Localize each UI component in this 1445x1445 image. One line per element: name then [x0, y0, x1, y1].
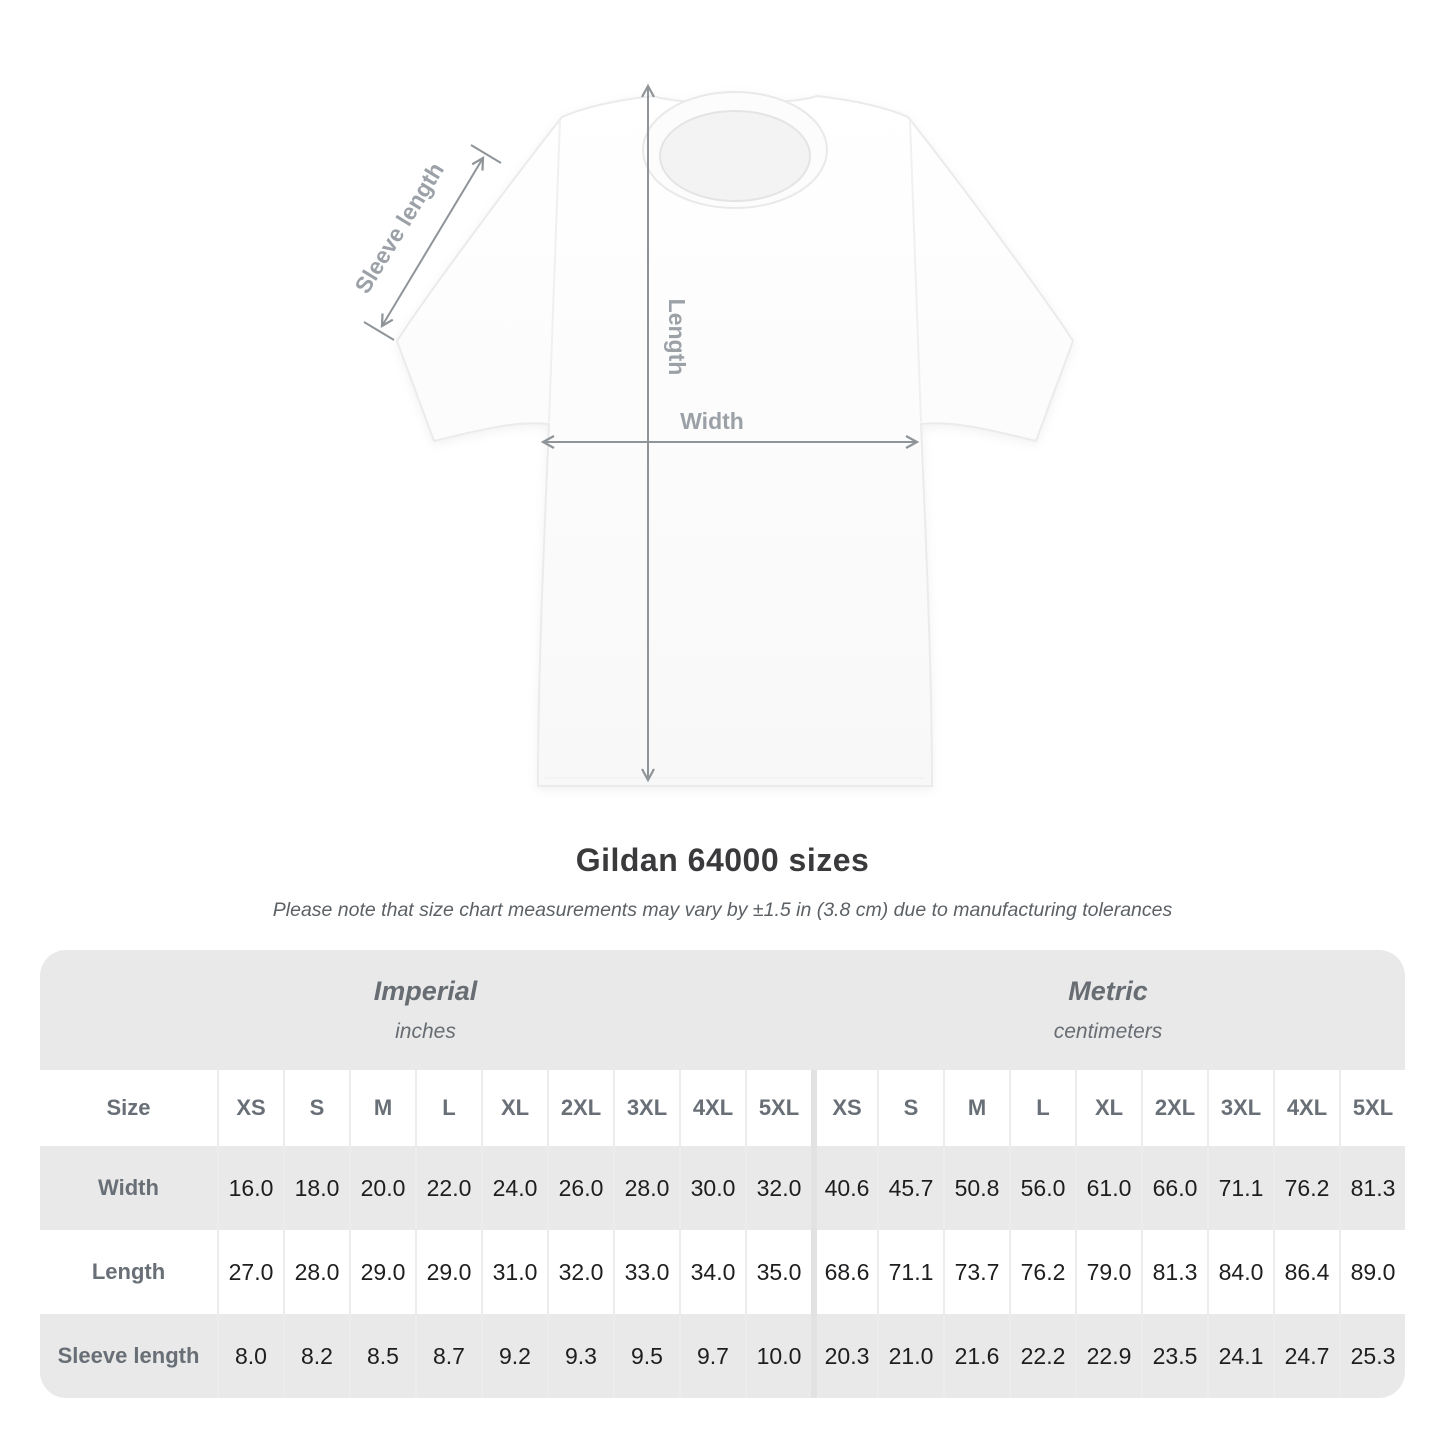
table-row-sleeve-length: Sleeve length 8.0 8.2 8.5 8.7 9.2 9.3 9.… [40, 1314, 1405, 1398]
value-cell: 18.0 [283, 1146, 349, 1230]
value-cell: 81.3 [1141, 1230, 1207, 1314]
size-cell: M [943, 1070, 1009, 1146]
value-cell: 8.2 [283, 1314, 349, 1398]
size-cell: XL [1075, 1070, 1141, 1146]
size-cell: L [1009, 1070, 1075, 1146]
imperial-title: Imperial [373, 976, 478, 1006]
value-cell: 29.0 [415, 1230, 481, 1314]
value-cell: 23.5 [1141, 1314, 1207, 1398]
value-cell: 86.4 [1273, 1230, 1339, 1314]
value-cell: 30.0 [679, 1146, 745, 1230]
value-cell: 32.0 [745, 1146, 811, 1230]
value-cell: 28.0 [613, 1146, 679, 1230]
width-label: Width [680, 408, 744, 434]
size-cell: 2XL [1141, 1070, 1207, 1146]
value-cell: 24.0 [481, 1146, 547, 1230]
size-header-label: Size [106, 1095, 151, 1120]
value-cell: 81.3 [1339, 1146, 1405, 1230]
unit-header-band: Imperial inches Metric centimeters [40, 950, 1405, 1070]
size-header-row: Size XS S M L XL 2XL 3XL 4XL 5XL XS S M … [40, 1070, 1405, 1146]
size-cell: 5XL [1339, 1070, 1405, 1146]
value-cell: 35.0 [745, 1230, 811, 1314]
value-cell: 61.0 [1075, 1146, 1141, 1230]
size-cell: 4XL [1273, 1070, 1339, 1146]
page-title: Gildan 64000 sizes [575, 842, 870, 878]
table-row-width: Width 16.0 18.0 20.0 22.0 24.0 26.0 28.0… [40, 1146, 1405, 1230]
value-cell: 71.1 [877, 1230, 943, 1314]
size-cell: L [415, 1070, 481, 1146]
value-cell: 33.0 [613, 1230, 679, 1314]
value-cell: 8.5 [349, 1314, 415, 1398]
value-cell: 24.7 [1273, 1314, 1339, 1398]
value-cell: 22.9 [1075, 1314, 1141, 1398]
value-cell: 45.7 [877, 1146, 943, 1230]
size-cell: XL [481, 1070, 547, 1146]
value-cell: 26.0 [547, 1146, 613, 1230]
size-cell: S [283, 1070, 349, 1146]
value-cell: 22.2 [1009, 1314, 1075, 1398]
value-cell: 21.6 [943, 1314, 1009, 1398]
value-cell: 20.0 [349, 1146, 415, 1230]
value-cell: 29.0 [349, 1230, 415, 1314]
value-cell: 84.0 [1207, 1230, 1273, 1314]
value-cell: 9.7 [679, 1314, 745, 1398]
tolerance-note: Please note that size chart measurements… [272, 899, 1173, 921]
size-cell: S [877, 1070, 943, 1146]
row-label: Sleeve length [57, 1343, 200, 1368]
row-label: Length [91, 1259, 166, 1284]
value-cell: 21.0 [877, 1314, 943, 1398]
value-cell: 20.3 [811, 1314, 877, 1398]
value-cell: 68.6 [811, 1230, 877, 1314]
imperial-header: Imperial inches [40, 950, 811, 1070]
collar-opening [659, 110, 811, 202]
value-cell: 8.7 [415, 1314, 481, 1398]
value-cell: 73.7 [943, 1230, 1009, 1314]
value-cell: 40.6 [811, 1146, 877, 1230]
value-cell: 9.2 [481, 1314, 547, 1398]
value-cell: 22.0 [415, 1146, 481, 1230]
size-cell: XS [217, 1070, 283, 1146]
size-cell: XS [811, 1070, 877, 1146]
value-cell: 66.0 [1141, 1146, 1207, 1230]
value-cell: 89.0 [1339, 1230, 1405, 1314]
size-cell: 2XL [547, 1070, 613, 1146]
value-cell: 56.0 [1009, 1146, 1075, 1230]
sleeve-length-label: Sleeve length [349, 158, 449, 298]
value-cell: 24.1 [1207, 1314, 1273, 1398]
value-cell: 8.0 [217, 1314, 283, 1398]
size-cell: 5XL [745, 1070, 811, 1146]
value-cell: 32.0 [547, 1230, 613, 1314]
size-cell: 3XL [613, 1070, 679, 1146]
value-cell: 10.0 [745, 1314, 811, 1398]
row-label: Width [98, 1175, 159, 1200]
value-cell: 9.3 [547, 1314, 613, 1398]
metric-unit: centimeters [1053, 1020, 1163, 1043]
size-table: Imperial inches Metric centimeters Size … [40, 950, 1405, 1398]
value-cell: 76.2 [1009, 1230, 1075, 1314]
value-cell: 28.0 [283, 1230, 349, 1314]
sleeve-length-arrow [363, 144, 502, 341]
value-cell: 9.5 [613, 1314, 679, 1398]
value-cell: 16.0 [217, 1146, 283, 1230]
value-cell: 71.1 [1207, 1146, 1273, 1230]
length-label: Length [664, 299, 690, 376]
value-cell: 76.2 [1273, 1146, 1339, 1230]
value-cell: 50.8 [943, 1146, 1009, 1230]
value-cell: 27.0 [217, 1230, 283, 1314]
metric-title: Metric [1068, 976, 1148, 1006]
value-cell: 34.0 [679, 1230, 745, 1314]
value-cell: 79.0 [1075, 1230, 1141, 1314]
tshirt-graphic [395, 91, 1075, 787]
table-row-length: Length 27.0 28.0 29.0 29.0 31.0 32.0 33.… [40, 1230, 1405, 1314]
imperial-unit: inches [395, 1020, 456, 1043]
value-cell: 31.0 [481, 1230, 547, 1314]
tshirt-diagram: Sleeve length Length Width [349, 83, 1075, 787]
size-cell: 4XL [679, 1070, 745, 1146]
size-cell: 3XL [1207, 1070, 1273, 1146]
metric-header: Metric centimeters [811, 950, 1405, 1070]
value-cell: 25.3 [1339, 1314, 1405, 1398]
size-cell: M [349, 1070, 415, 1146]
